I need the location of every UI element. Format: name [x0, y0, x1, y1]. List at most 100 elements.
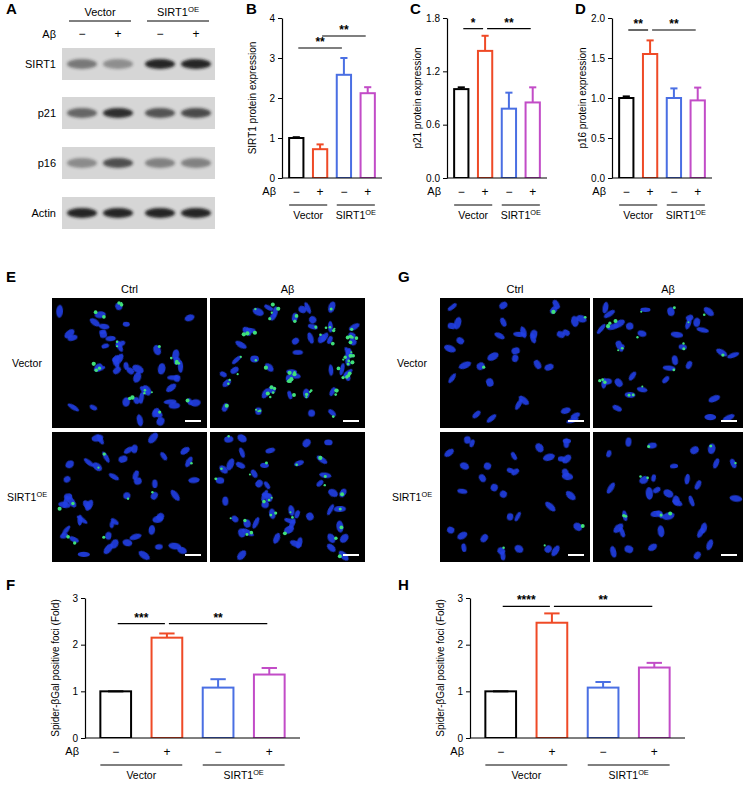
nucleus [188, 477, 200, 484]
foci [355, 336, 359, 340]
label-text: Vector [84, 6, 116, 18]
scale-bar [568, 420, 584, 422]
panel-letter: H [398, 576, 409, 593]
blot-band [181, 208, 211, 218]
group-label: Vector [397, 357, 427, 369]
bar [152, 638, 183, 738]
blot-band [181, 59, 211, 69]
error-stem [484, 36, 486, 51]
y-axis-title: p21 protein expression [412, 47, 423, 148]
axis-line [470, 599, 471, 739]
nucleus [178, 360, 184, 373]
nucleus [99, 331, 108, 339]
blot-strip [62, 97, 215, 129]
foci [270, 385, 274, 389]
group-label: Vector [293, 209, 323, 221]
foci [292, 393, 296, 397]
error-stem [532, 87, 534, 102]
nucleus [222, 496, 228, 505]
error-cap [293, 136, 300, 138]
nucleus [184, 313, 196, 323]
nucleus [652, 486, 661, 495]
nucleus [250, 468, 259, 478]
tick-label: + [364, 185, 371, 199]
significance-label: ** [669, 17, 679, 31]
figure: VectorSIRT1OEAβ−+−+SIRT1p21p16ActinA0123… [0, 0, 749, 806]
tick-label: 0.0 [426, 173, 440, 184]
error-bar [670, 88, 677, 98]
label-text: SIRT1 [336, 209, 366, 221]
y-tick: 1.0 [591, 93, 612, 104]
foci [636, 336, 638, 338]
x-row-label: Aβ [427, 185, 441, 197]
nucleus [705, 538, 715, 551]
label-sup: OE [638, 768, 649, 777]
nucleus [67, 402, 80, 413]
axis-line [447, 19, 448, 179]
foci [242, 332, 246, 336]
panel-letter: E [6, 268, 16, 285]
micrograph [52, 298, 207, 428]
foci [295, 314, 299, 318]
foci [255, 409, 257, 411]
nucleus [138, 391, 145, 404]
nucleus [640, 307, 650, 312]
panel-letter: A [6, 0, 17, 17]
error-bar [262, 668, 277, 675]
foci [339, 525, 343, 529]
group-line [502, 205, 540, 206]
y-axis-title: Spider-βGal positive foci (Fold) [50, 599, 61, 736]
error-bar [529, 87, 536, 102]
nucleus [235, 549, 248, 562]
nucleus [693, 479, 702, 490]
significance-label: **** [517, 593, 536, 607]
foci [617, 349, 619, 351]
foci [646, 477, 649, 480]
label-text: Vector [397, 357, 427, 369]
foci [92, 362, 96, 366]
tick-mark [278, 98, 282, 99]
error-cap [482, 35, 489, 37]
error-bar [317, 144, 324, 149]
error-bar [694, 88, 701, 101]
tick-mark [608, 58, 612, 59]
foci [341, 376, 344, 379]
foci [151, 391, 153, 393]
error-cap [364, 86, 371, 88]
nucleus [83, 457, 96, 468]
y-tick: 0 [269, 173, 282, 184]
nucleus [702, 305, 715, 318]
bar-chart: 0.00.51.01.52.0−+−+AβVectorSIRT1OEp16 pr… [577, 13, 712, 221]
nucleus [670, 463, 679, 469]
micrograph [440, 298, 590, 428]
foci [250, 531, 254, 535]
bar [289, 138, 303, 178]
foci [621, 347, 624, 350]
foci [116, 341, 118, 343]
foci [271, 312, 273, 314]
tick-label: − [293, 185, 300, 199]
micrograph-bg [593, 298, 743, 428]
error-cap [529, 86, 536, 88]
nucleus [81, 499, 92, 511]
tick-label: 0 [269, 173, 275, 184]
tick-label: + [694, 185, 701, 199]
tick-label: 1 [269, 133, 275, 144]
nucleus [715, 347, 729, 358]
error-bar [108, 691, 123, 692]
nucleus [511, 346, 521, 355]
tick-label: 0 [72, 733, 78, 744]
nucleus [159, 451, 169, 462]
tick-mark [443, 125, 447, 126]
micrograph [593, 432, 743, 562]
nucleus [234, 339, 248, 350]
tick-label: 0.5 [591, 133, 605, 144]
plot-marks [454, 36, 540, 178]
nucleus [94, 311, 106, 319]
nucleus [190, 399, 201, 408]
error-stem [649, 40, 651, 54]
nucleus [122, 491, 131, 500]
foci [291, 516, 294, 519]
label-text: SIRT1 [157, 6, 188, 18]
label-text: SIRT1 [666, 209, 696, 221]
